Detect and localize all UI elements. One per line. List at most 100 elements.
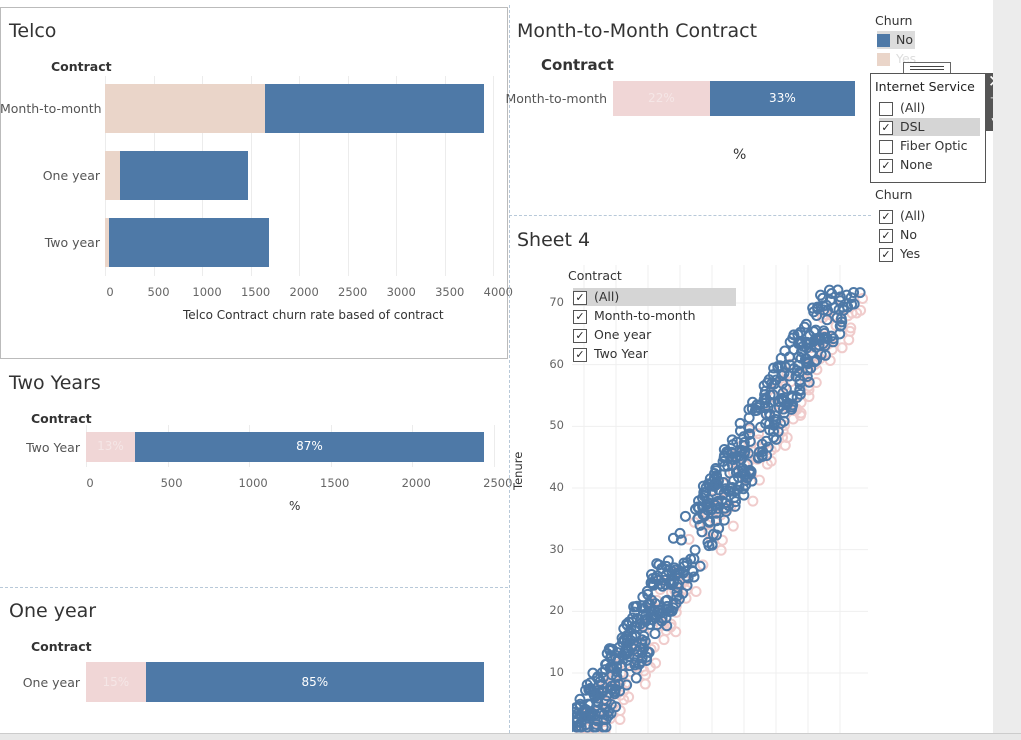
scatter-point-no[interactable]	[679, 510, 691, 522]
scatter-point-no[interactable]	[580, 704, 592, 716]
contract-filter-checkbox[interactable]: ✓	[573, 347, 587, 362]
internet-service-checkbox[interactable]: ✓	[879, 158, 893, 173]
scatter-point-no[interactable]	[630, 672, 642, 684]
scatter-point-yes[interactable]	[799, 376, 811, 388]
scatter-point-no[interactable]	[848, 298, 860, 310]
scatter-point-no[interactable]	[573, 721, 585, 733]
scatter-point-no[interactable]	[819, 340, 831, 352]
scatter-point-yes[interactable]	[658, 634, 670, 646]
scatter-point-no[interactable]	[637, 591, 649, 603]
scatter-point-no[interactable]	[613, 641, 625, 653]
vertical-scrollbar[interactable]	[993, 0, 1021, 733]
scatter-point-no[interactable]	[592, 697, 604, 709]
scatter-point-no[interactable]	[589, 708, 601, 720]
scatter-point-no[interactable]	[688, 571, 700, 583]
scatter-point-no[interactable]	[807, 302, 819, 314]
scatter-point-no[interactable]	[611, 661, 623, 673]
scatter-point-no[interactable]	[649, 628, 661, 640]
scatter-point-no[interactable]	[758, 394, 770, 406]
two-years-bar-no[interactable]	[134, 432, 484, 462]
scatter-point-no[interactable]	[854, 287, 866, 299]
scatter-point-no[interactable]	[845, 292, 857, 304]
scatter-point-no[interactable]	[612, 653, 624, 665]
contract-filter-checkbox[interactable]: ✓	[573, 309, 587, 324]
scatter-point-yes[interactable]	[614, 714, 626, 726]
scatter-point-no[interactable]	[810, 324, 822, 336]
internet-service-item[interactable]: (All)	[879, 99, 925, 117]
scatter-point-no[interactable]	[710, 479, 722, 491]
contract-filter-checkbox[interactable]: ✓	[573, 290, 587, 305]
mtm-bar-yes[interactable]	[613, 81, 710, 116]
scatter-point-yes[interactable]	[715, 544, 727, 556]
scatter-point-no[interactable]	[756, 438, 768, 450]
scatter-point-no[interactable]	[720, 497, 732, 509]
scatter-point-no[interactable]	[746, 403, 758, 415]
scatter-point-no[interactable]	[662, 565, 674, 577]
scatter-point-no[interactable]	[710, 465, 722, 477]
scatter-point-no[interactable]	[694, 560, 706, 572]
internet-service-item[interactable]: Fiber Optic	[879, 137, 968, 155]
scatter-point-no[interactable]	[665, 578, 677, 590]
scatter-point-no[interactable]	[727, 439, 739, 451]
scatter-point-no[interactable]	[815, 289, 827, 301]
scatter-point-no[interactable]	[779, 345, 791, 357]
scatter-point-no[interactable]	[572, 719, 578, 731]
sheet-tab-strip[interactable]	[0, 733, 1021, 740]
churn-filter-item[interactable]: ✓ No	[879, 226, 917, 244]
telco-bar[interactable]	[105, 151, 503, 200]
scatter-point-no[interactable]	[737, 465, 749, 477]
internet-service-item[interactable]: ✓ DSL	[879, 118, 980, 136]
scatter-point-yes[interactable]	[836, 342, 848, 354]
contract-filter-item[interactable]: ✓ (All)	[573, 288, 736, 306]
contract-filter-item[interactable]: ✓ Two Year	[573, 345, 648, 363]
scatter-point-no[interactable]	[595, 707, 607, 719]
telco-bar-no[interactable]	[119, 151, 248, 200]
scatter-point-yes[interactable]	[727, 520, 739, 532]
scatter-point-yes[interactable]	[747, 495, 759, 507]
scatter-point-no[interactable]	[651, 619, 663, 631]
scatter-point-no[interactable]	[697, 509, 709, 521]
scatter-point-no[interactable]	[801, 342, 813, 354]
scatter-point-no[interactable]	[602, 706, 614, 718]
scatter-point-no[interactable]	[768, 378, 780, 390]
scatter-point-no[interactable]	[791, 391, 803, 403]
scatter-point-no[interactable]	[730, 467, 742, 479]
drag-handle[interactable]	[903, 62, 951, 74]
scatter-point-no[interactable]	[833, 304, 845, 316]
scatter-point-no[interactable]	[621, 679, 633, 691]
scatter-point-no[interactable]	[694, 519, 706, 531]
scatter-point-no[interactable]	[653, 559, 665, 571]
scatter-point-no[interactable]	[746, 475, 758, 487]
scatter-point-yes[interactable]	[683, 533, 695, 545]
scatter-point-no[interactable]	[815, 348, 827, 360]
internet-service-item[interactable]: ✓ None	[879, 156, 933, 174]
telco-bar[interactable]	[105, 84, 503, 133]
churn-filter-item[interactable]: ✓ (All)	[879, 207, 925, 225]
scatter-point-no[interactable]	[674, 527, 686, 539]
scatter-point-no[interactable]	[671, 590, 683, 602]
scatter-point-yes[interactable]	[660, 625, 672, 637]
contract-filter-item[interactable]: ✓ One year	[573, 326, 651, 344]
mtm-bar[interactable]: 22% 33%	[613, 81, 855, 116]
scatter-point-no[interactable]	[783, 370, 795, 382]
scatter-point-no[interactable]	[584, 685, 596, 697]
scatter-point-no[interactable]	[826, 288, 838, 300]
scatter-point-no[interactable]	[623, 650, 635, 662]
one-year-bar-yes[interactable]	[86, 662, 146, 702]
scatter-point-no[interactable]	[774, 360, 786, 372]
internet-service-checkbox[interactable]: ✓	[879, 120, 893, 135]
scatter-point-no[interactable]	[596, 667, 608, 679]
scatter-point-no[interactable]	[744, 422, 756, 434]
scatter-point-no[interactable]	[643, 599, 655, 611]
scatter-point-no[interactable]	[662, 555, 674, 567]
scatter-point-no[interactable]	[649, 598, 661, 610]
scatter-point-no[interactable]	[646, 609, 658, 621]
scatter-point-no[interactable]	[613, 678, 625, 690]
scatter-point-no[interactable]	[734, 417, 746, 429]
scatter-point-no[interactable]	[621, 619, 633, 631]
scatter-point-no[interactable]	[603, 643, 615, 655]
scatter-point-no[interactable]	[572, 709, 577, 721]
scatter-point-no[interactable]	[660, 612, 672, 624]
scatter-point-no[interactable]	[768, 362, 780, 374]
telco-bar-yes[interactable]	[105, 218, 109, 267]
